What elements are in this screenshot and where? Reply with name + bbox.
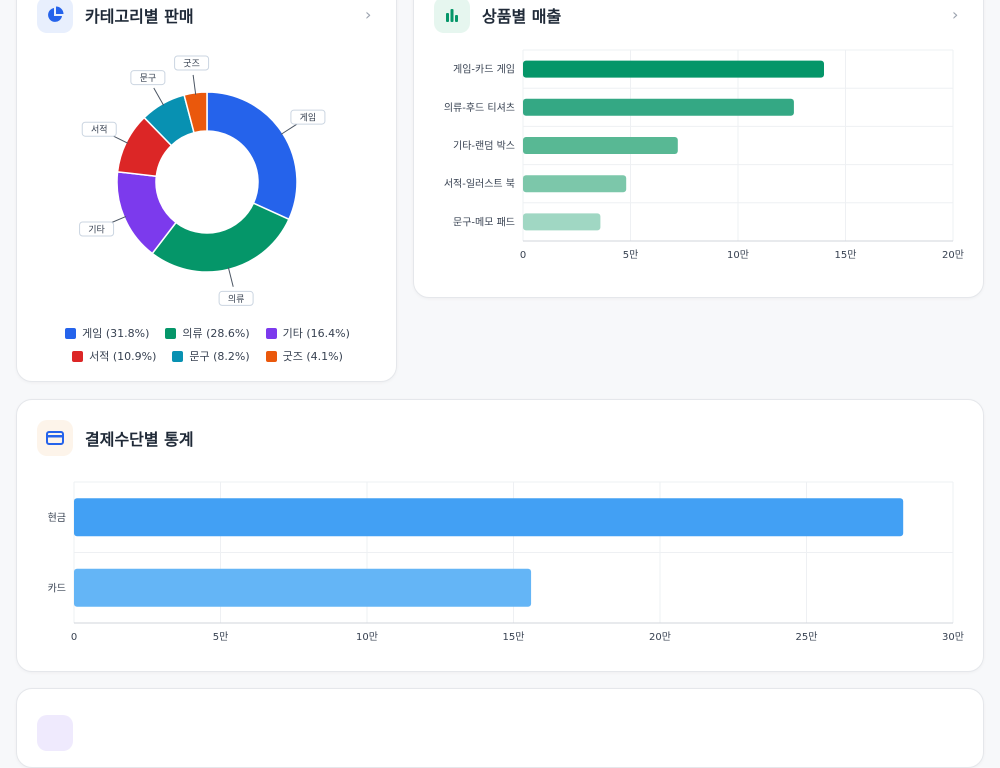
pie-leader-line bbox=[192, 74, 197, 95]
bar[interactable] bbox=[523, 60, 824, 78]
legend-item: 서적 (10.9%) bbox=[72, 348, 156, 364]
x-tick-label: 20만 bbox=[649, 631, 671, 643]
legend-swatch bbox=[265, 350, 277, 362]
y-tick-label: 의류-후드 티셔츠 bbox=[444, 102, 515, 114]
y-tick-label: 카드 bbox=[48, 582, 66, 594]
pie-slice[interactable] bbox=[183, 91, 208, 134]
legend-label: 서적 (10.9%) bbox=[89, 350, 157, 363]
x-tick-label: 15만 bbox=[835, 249, 857, 261]
product-card-title: 상품별 매출 bbox=[482, 7, 562, 26]
pie-leader-line bbox=[153, 87, 165, 106]
x-tick-label: 10만 bbox=[727, 249, 749, 261]
category-card-title: 카테고리별 판매 bbox=[85, 7, 194, 26]
x-tick-label: 0 bbox=[71, 632, 77, 643]
pie-leader-line bbox=[227, 267, 234, 287]
pie-slice-label: 굿즈 bbox=[183, 58, 200, 69]
legend-item: 굿즈 (4.1%) bbox=[265, 348, 343, 364]
payment-card-title: 결제수단별 통계 bbox=[85, 430, 194, 449]
bar[interactable] bbox=[523, 175, 627, 193]
legend-swatch bbox=[65, 327, 77, 339]
pie-label-box bbox=[130, 70, 166, 86]
pie-slice-label: 서적 bbox=[91, 124, 108, 136]
legend-item: 문구 (8.2%) bbox=[172, 348, 250, 364]
chevron-right-icon[interactable]: › bbox=[365, 5, 372, 24]
pie-slice-label: 게임 bbox=[300, 112, 317, 124]
pie-slice-label: 의류 bbox=[228, 294, 245, 305]
bar[interactable] bbox=[74, 568, 532, 607]
x-tick-label: 20만 bbox=[942, 249, 964, 261]
payment-card-header: 결제수단별 통계 bbox=[37, 420, 194, 456]
pie-slice[interactable] bbox=[206, 91, 298, 221]
pie-legend-row-2: 서적 (10.9%) 문구 (8.2%) 굿즈 (4.1%) bbox=[17, 348, 398, 364]
pie-label-box bbox=[290, 109, 326, 125]
legend-label: 기타 (16.4%) bbox=[282, 327, 350, 340]
category-card-header[interactable]: 카테고리별 판매 bbox=[37, 0, 194, 33]
y-tick-label: 게임-카드 게임 bbox=[453, 63, 515, 76]
legend-item: 기타 (16.4%) bbox=[265, 325, 350, 341]
bar[interactable] bbox=[523, 98, 794, 116]
x-tick-label: 15만 bbox=[503, 631, 525, 643]
x-tick-label: 10만 bbox=[356, 631, 378, 643]
y-tick-label: 서적-일러스트 북 bbox=[444, 178, 515, 190]
x-tick-label: 0 bbox=[520, 250, 526, 261]
pie-label-box bbox=[174, 55, 210, 71]
next-card bbox=[16, 688, 984, 768]
x-tick-label: 5만 bbox=[623, 249, 639, 261]
legend-swatch bbox=[72, 350, 84, 362]
legend-swatch bbox=[165, 327, 177, 339]
x-tick-label: 30만 bbox=[942, 631, 964, 643]
x-tick-label: 5만 bbox=[213, 631, 229, 643]
pie-legend-row-1: 게임 (31.8%) 의류 (28.6%) 기타 (16.4%) bbox=[17, 325, 398, 341]
product-card-header[interactable]: 상품별 매출 bbox=[434, 0, 561, 33]
bar[interactable] bbox=[74, 498, 904, 537]
legend-label: 의류 (28.6%) bbox=[182, 327, 250, 340]
legend-label: 게임 (31.8%) bbox=[82, 327, 150, 340]
pie-label-box bbox=[79, 221, 115, 237]
pie-slice-label: 기타 bbox=[88, 224, 105, 235]
y-tick-label: 기타-랜덤 박스 bbox=[453, 140, 515, 152]
pie-slice-label: 문구 bbox=[140, 73, 157, 84]
credit-card-icon bbox=[37, 420, 73, 456]
legend-label: 굿즈 (4.1%) bbox=[282, 350, 343, 363]
bar[interactable] bbox=[523, 213, 601, 231]
pie-leader-line bbox=[280, 123, 299, 135]
legend-label: 문구 (8.2%) bbox=[189, 350, 250, 363]
legend-item: 의류 (28.6%) bbox=[165, 325, 250, 341]
pie-label-box bbox=[81, 121, 117, 137]
pie-slice[interactable] bbox=[151, 202, 290, 273]
legend-swatch bbox=[265, 327, 277, 339]
legend-swatch bbox=[172, 350, 184, 362]
pie-label-box bbox=[218, 290, 254, 306]
bar[interactable] bbox=[523, 137, 678, 154]
y-tick-label: 문구-메모 패드 bbox=[453, 216, 515, 228]
y-tick-label: 현금 bbox=[48, 512, 66, 524]
pie-chart-icon bbox=[37, 0, 73, 33]
bar-chart-icon bbox=[434, 0, 470, 33]
legend-item: 게임 (31.8%) bbox=[65, 325, 149, 341]
x-tick-label: 25만 bbox=[796, 631, 818, 643]
card-icon-placeholder bbox=[37, 715, 73, 751]
chevron-right-icon[interactable]: › bbox=[952, 5, 959, 24]
